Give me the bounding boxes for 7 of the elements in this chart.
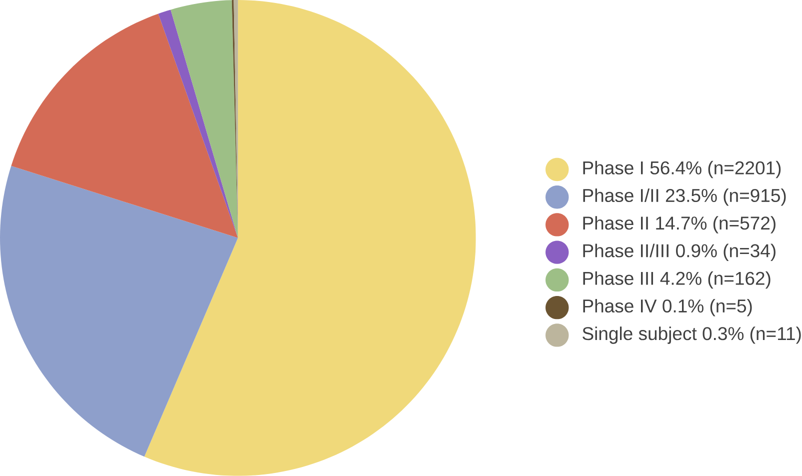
legend-label: Phase II/III 0.9% (n=34) (583, 244, 776, 262)
legend-label: Phase II 14.7% (n=572) (583, 216, 776, 234)
legend-label: Single subject 0.3% (n=11) (582, 326, 801, 344)
legend-label: Phase III 4.2% (n=162) (583, 271, 770, 289)
legend-label: Phase I 56.4% (n=2201) (583, 160, 781, 178)
legend-label: Phase IV 0.1% (n=5) (583, 299, 752, 316)
legend-label: Phase I/II 23.5% (n=915) (583, 188, 786, 206)
